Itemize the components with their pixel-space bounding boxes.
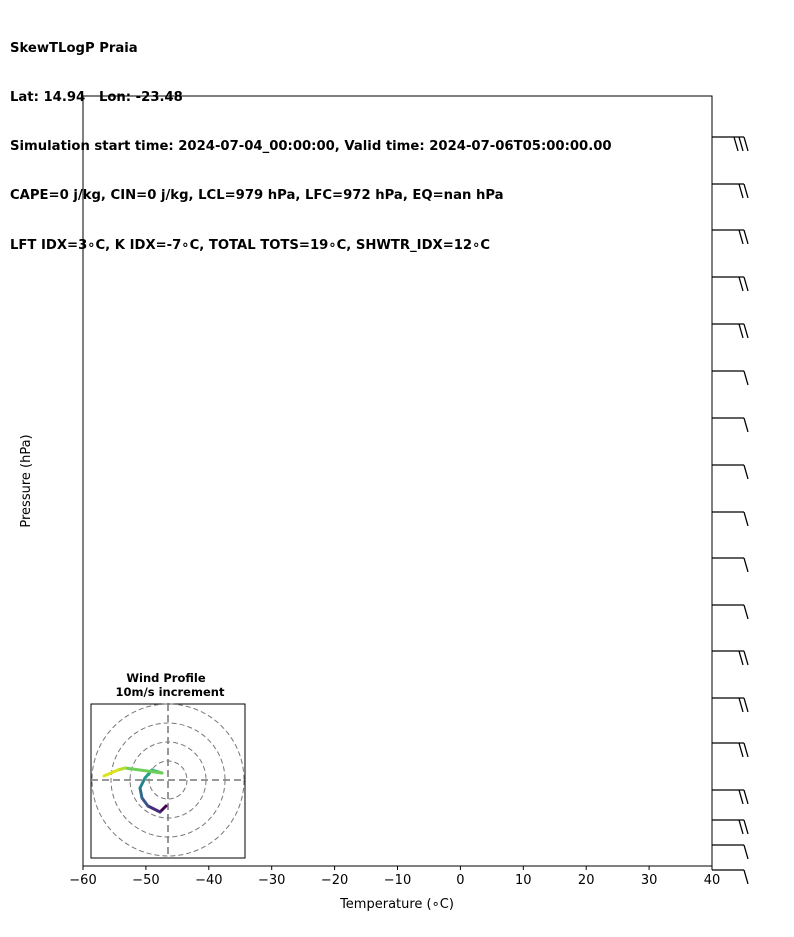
inset-title: Wind Profile (126, 671, 206, 685)
inset-subtitle: 10m/s increment (116, 685, 225, 699)
wind-barb-flag (738, 697, 744, 713)
axis-ticks: −60−50−40−30−20−100102030401002003004005… (69, 866, 721, 888)
hodograph-segment (138, 786, 144, 800)
wind-barb-flag (743, 697, 749, 713)
chart-header: SkewTLogP Praia Lat: 14.94 Lon: -23.48 S… (10, 8, 612, 270)
x-tick-label: −60 (69, 873, 96, 888)
x-tick-label: −50 (132, 873, 159, 888)
wind-barb-flag (738, 136, 744, 152)
wind-barb-flag (738, 276, 744, 292)
simulation-times: Simulation start time: 2024-07-04_00:00:… (10, 139, 612, 155)
wind-barb-flag (743, 650, 749, 666)
wind-barb-flag (743, 276, 749, 292)
wind-barb-flag (743, 183, 749, 199)
wind-barb-flag (743, 323, 749, 339)
hodograph-segment (123, 766, 164, 775)
x-axis-label: Temperature (∘C) (339, 897, 454, 912)
wind-barb-flag (738, 789, 744, 805)
wind-barb-flag (743, 417, 749, 433)
stability-indices-1: CAPE=0 j/kg, CIN=0 j/kg, LCL=979 hPa, LF… (10, 188, 504, 204)
wind-barb-flag (743, 370, 749, 386)
wind-barbs (712, 136, 749, 885)
x-tick-label: −40 (195, 873, 222, 888)
x-tick-label: 40 (704, 873, 721, 888)
wind-barb-flag (743, 742, 749, 758)
hodograph-segment (102, 768, 120, 778)
wind-barb-flag (738, 183, 744, 199)
x-tick-label: 20 (578, 873, 595, 888)
hodograph-segment (146, 804, 162, 814)
station-location: Lat: 14.94 Lon: -23.48 (10, 90, 183, 106)
wind-barb-flag (743, 789, 749, 805)
wind-barb-flag (738, 229, 744, 245)
x-tick-label: 30 (641, 873, 658, 888)
wind-profile-inset: Wind Profile 10m/s increment (90, 671, 246, 859)
x-tick-label: 10 (515, 873, 532, 888)
x-tick-label: 0 (456, 873, 464, 888)
wind-barb-flag (743, 557, 749, 573)
hodograph-segment (138, 776, 147, 790)
wind-barb-flag (738, 819, 744, 835)
range-ring (91, 703, 245, 857)
hodograph-segment (140, 796, 150, 808)
wind-barb-flag (743, 844, 749, 860)
wind-barb-flag (733, 136, 739, 152)
wind-barb-flag (743, 819, 749, 835)
station-title: SkewTLogP Praia (10, 40, 138, 56)
wind-barb-flag (743, 464, 749, 480)
x-tick-label: −20 (321, 873, 348, 888)
wind-barb-flag (743, 136, 749, 152)
x-tick-label: −30 (258, 873, 285, 888)
stability-indices-2: LFT IDX=3∘C, K IDX=-7∘C, TOTAL TOTS=19∘C… (10, 237, 491, 253)
y-axis-label: Pressure (hPa) (19, 434, 34, 527)
wind-barb-flag (743, 511, 749, 527)
wind-barb-flag (738, 742, 744, 758)
wind-barb-flag (738, 650, 744, 666)
wind-barb-flag (743, 604, 749, 620)
wind-barb-flag (738, 323, 744, 339)
wind-barb-flag (743, 869, 749, 885)
x-tick-label: −10 (384, 873, 411, 888)
wind-barb-flag (743, 229, 749, 245)
